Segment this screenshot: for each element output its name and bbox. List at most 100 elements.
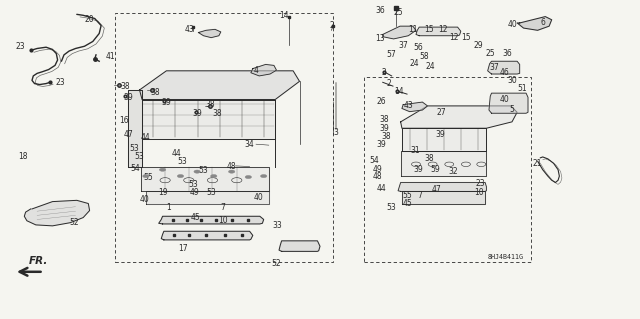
Circle shape — [211, 174, 217, 178]
Text: 2: 2 — [387, 79, 392, 88]
Bar — [115, 13, 333, 262]
Text: 49: 49 — [189, 189, 200, 197]
Text: 2: 2 — [381, 68, 387, 77]
Polygon shape — [383, 26, 416, 39]
Polygon shape — [402, 191, 485, 204]
Text: 1: 1 — [166, 204, 172, 212]
Polygon shape — [251, 64, 276, 76]
Text: 53: 53 — [129, 144, 140, 153]
Polygon shape — [142, 100, 275, 139]
Circle shape — [228, 170, 235, 173]
Polygon shape — [401, 151, 486, 176]
Text: 16: 16 — [119, 116, 129, 125]
Text: 13: 13 — [375, 34, 385, 43]
Text: 39: 39 — [413, 165, 424, 174]
Text: 52: 52 — [271, 259, 282, 268]
Text: 53: 53 — [188, 180, 198, 189]
Polygon shape — [416, 27, 461, 36]
Text: 12: 12 — [450, 33, 459, 42]
Text: 40: 40 — [507, 20, 517, 29]
Circle shape — [159, 168, 166, 171]
Text: 54: 54 — [131, 164, 141, 173]
Polygon shape — [159, 216, 264, 224]
Text: 33: 33 — [273, 221, 283, 230]
Text: 18: 18 — [19, 152, 28, 161]
Text: 7: 7 — [220, 204, 225, 212]
Text: 31: 31 — [410, 146, 420, 155]
Text: 40: 40 — [499, 95, 509, 104]
Text: 55: 55 — [143, 173, 154, 182]
Text: 36: 36 — [375, 6, 385, 15]
Text: 49: 49 — [372, 165, 383, 174]
Text: 46: 46 — [499, 68, 509, 77]
Text: 23: 23 — [55, 78, 65, 87]
Text: 48: 48 — [372, 172, 383, 181]
Text: 39: 39 — [379, 124, 389, 133]
Text: 26: 26 — [376, 97, 387, 106]
Polygon shape — [488, 61, 520, 74]
Polygon shape — [24, 200, 90, 226]
Text: 39: 39 — [123, 93, 133, 102]
Text: 10: 10 — [218, 216, 228, 225]
Text: 39: 39 — [435, 130, 445, 139]
Bar — [364, 77, 531, 262]
Polygon shape — [128, 90, 142, 167]
Text: 34: 34 — [244, 140, 255, 149]
Circle shape — [177, 174, 184, 178]
Polygon shape — [401, 106, 517, 128]
Text: 2: 2 — [329, 21, 334, 30]
Text: 19: 19 — [157, 188, 168, 197]
Text: 14: 14 — [394, 87, 404, 96]
Text: 39: 39 — [192, 109, 202, 118]
Circle shape — [194, 170, 200, 173]
Text: FR.: FR. — [29, 256, 48, 266]
Text: 3: 3 — [333, 128, 338, 137]
Text: 52: 52 — [69, 218, 79, 227]
Text: 11: 11 — [409, 25, 418, 34]
Text: 43: 43 — [403, 101, 413, 110]
Text: 7: 7 — [417, 191, 422, 200]
Text: 32: 32 — [448, 167, 458, 176]
Text: 40: 40 — [140, 195, 150, 204]
Text: 38: 38 — [205, 100, 215, 109]
Text: 17: 17 — [178, 244, 188, 253]
Polygon shape — [146, 191, 269, 204]
Text: 39: 39 — [376, 140, 387, 149]
Polygon shape — [402, 128, 486, 151]
Text: 27: 27 — [436, 108, 447, 117]
Text: 55: 55 — [402, 191, 412, 200]
Text: 57: 57 — [387, 50, 397, 59]
Text: 51: 51 — [517, 84, 527, 93]
Text: 40: 40 — [253, 193, 264, 202]
Text: 8HJ4B411G: 8HJ4B411G — [488, 254, 524, 260]
Text: 53: 53 — [198, 166, 209, 175]
Text: 59: 59 — [430, 165, 440, 174]
Circle shape — [245, 175, 252, 179]
Text: 54: 54 — [369, 156, 379, 165]
Text: 25: 25 — [485, 49, 495, 58]
Text: 29: 29 — [474, 41, 484, 50]
Text: 15: 15 — [461, 33, 471, 42]
Text: 38: 38 — [150, 88, 160, 97]
Polygon shape — [198, 29, 221, 38]
Text: 38: 38 — [424, 154, 434, 163]
Text: 48: 48 — [227, 162, 237, 171]
Text: 14: 14 — [279, 11, 289, 20]
Text: 37: 37 — [489, 63, 499, 72]
Polygon shape — [402, 102, 428, 112]
Polygon shape — [398, 182, 486, 191]
Text: 37: 37 — [398, 41, 408, 50]
Text: 45: 45 — [191, 213, 201, 222]
Text: 39: 39 — [161, 98, 172, 107]
Text: 15: 15 — [424, 25, 434, 34]
Text: 25: 25 — [393, 8, 403, 17]
Text: 23: 23 — [475, 179, 485, 188]
Text: 47: 47 — [123, 130, 133, 139]
Text: 12: 12 — [438, 25, 447, 34]
Text: 47: 47 — [431, 185, 442, 194]
Text: 10: 10 — [474, 188, 484, 197]
Polygon shape — [141, 167, 269, 191]
Text: 38: 38 — [212, 109, 223, 118]
Text: 56: 56 — [413, 43, 424, 52]
Text: 53: 53 — [206, 189, 216, 197]
